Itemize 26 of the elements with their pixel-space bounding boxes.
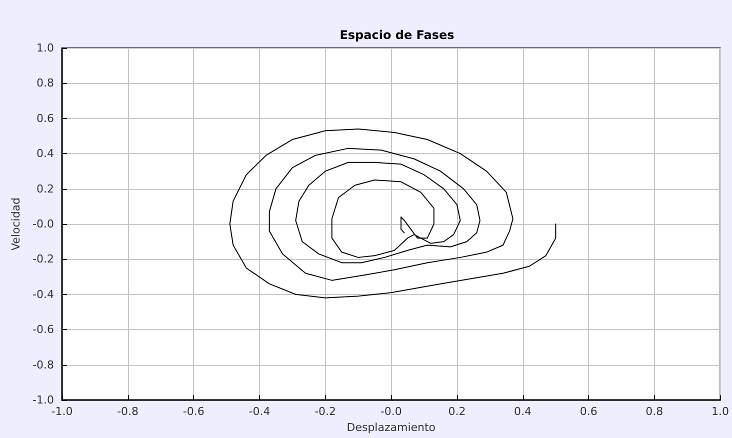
x-tick-label: -1.0 — [51, 405, 73, 418]
y-tick-label: -0.2 — [32, 252, 54, 266]
x-tick-label: 1.0 — [712, 405, 730, 418]
x-tick-label: -0.2 — [314, 405, 336, 418]
x-tick-label: -0.0 — [380, 405, 402, 418]
x-tick-label: -0.8 — [117, 405, 139, 418]
y-tick-label: -0.8 — [32, 358, 54, 372]
y-tick-label: 1.0 — [36, 42, 54, 54]
x-tick-label: -0.4 — [248, 405, 270, 418]
y-tick-label: 0.6 — [36, 112, 54, 125]
x-tick-label: -0.6 — [182, 405, 204, 418]
y-tick-label: -0.4 — [32, 288, 54, 301]
y-tick-label: -0.0 — [32, 218, 54, 230]
x-tick-label: 0.2 — [448, 405, 466, 418]
y-tick-label: 0.4 — [36, 147, 54, 160]
x-tick-label: 0.4 — [514, 405, 532, 418]
y-tick-label: 0.2 — [36, 182, 54, 196]
x-tick-label: 0.8 — [646, 405, 664, 418]
chart-title: Espacio de Fases — [340, 28, 454, 42]
y-tick-label: -1.0 — [32, 394, 54, 406]
line-series — [229, 128, 556, 298]
x-tick-label: 0.6 — [580, 405, 598, 418]
y-axis-title: Velocidad — [10, 197, 23, 251]
y-tick-label: -0.6 — [32, 323, 54, 336]
y-tick-label: 0.8 — [36, 76, 54, 90]
x-axis-title: Desplazamiento — [346, 421, 436, 434]
